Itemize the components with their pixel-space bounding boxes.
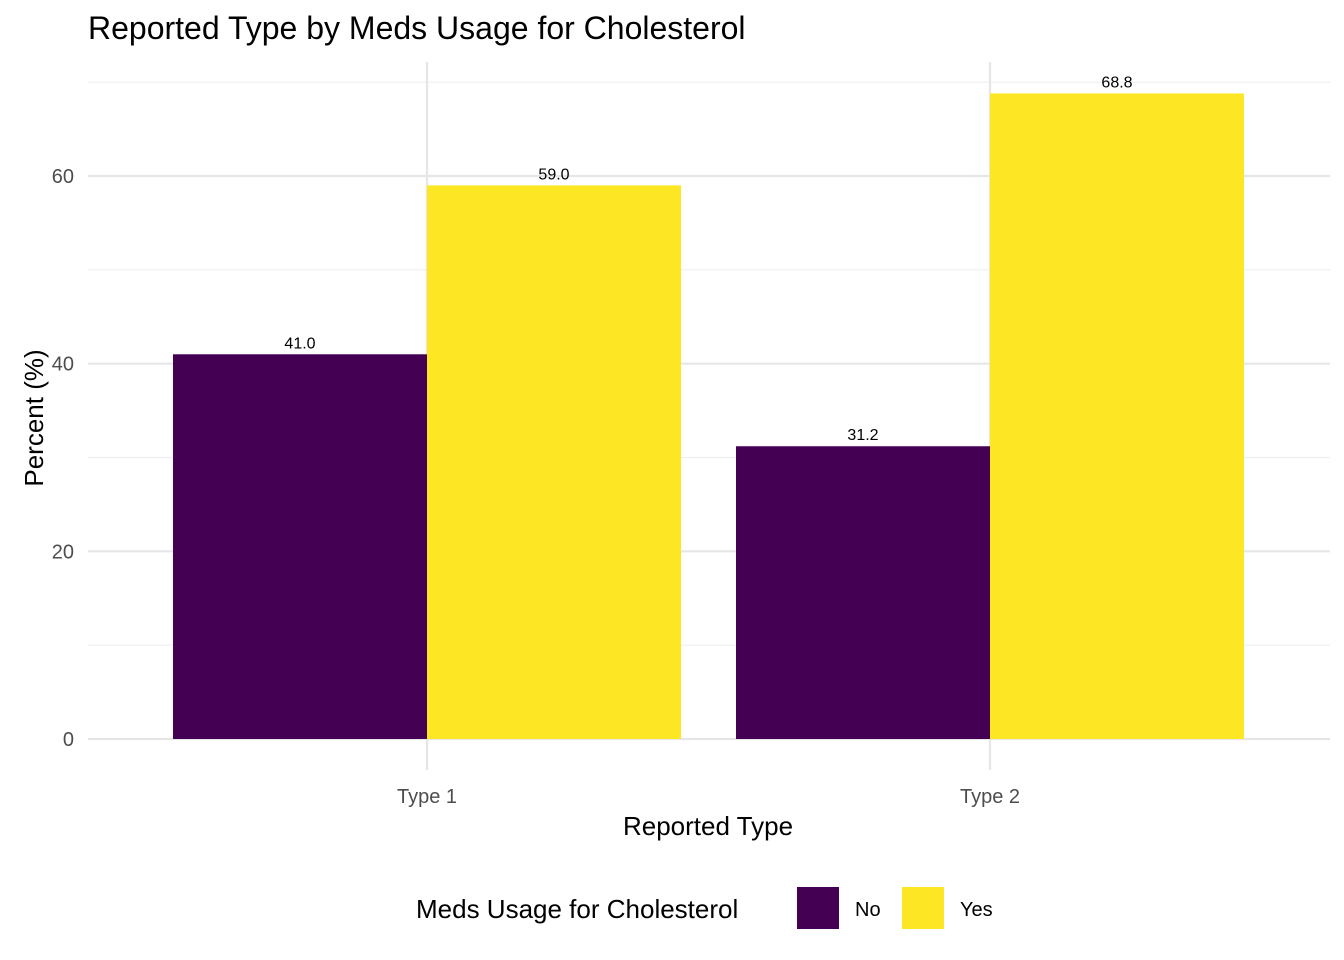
- y-axis-title: Percent (%): [19, 349, 49, 486]
- legend-swatch-no: [797, 887, 839, 929]
- legend-swatch-yes: [902, 887, 944, 929]
- y-axis-ticks: 0 20 40 60: [52, 166, 74, 751]
- chart-title: Reported Type by Meds Usage for Choleste…: [88, 10, 746, 46]
- y-tick-label: 60: [52, 166, 74, 188]
- y-tick-label: 40: [52, 354, 74, 376]
- bar-value-label: 59.0: [538, 166, 569, 183]
- x-axis-title: Reported Type: [623, 811, 793, 841]
- bars: [173, 93, 1244, 740]
- legend-label-yes: Yes: [960, 899, 993, 921]
- y-tick-label: 0: [63, 729, 74, 751]
- legend: Meds Usage for Cholesterol No Yes: [416, 887, 993, 929]
- bar-no-type-2: [736, 446, 990, 739]
- x-axis-ticks: Type 1 Type 2: [397, 786, 1020, 808]
- y-tick-label: 20: [52, 541, 74, 563]
- bar-labels: 41.0 59.0 31.2 68.8: [284, 74, 1132, 444]
- legend-title: Meds Usage for Cholesterol: [416, 894, 738, 924]
- legend-label-no: No: [855, 899, 881, 921]
- x-tick-label: Type 1: [397, 786, 457, 808]
- x-tick-label: Type 2: [960, 786, 1020, 808]
- bar-value-label: 68.8: [1101, 74, 1132, 91]
- legend-items: No Yes: [797, 887, 993, 929]
- bar-no-type-1: [173, 354, 427, 739]
- bar-value-label: 41.0: [284, 335, 315, 352]
- bar-yes-type-1: [427, 185, 681, 740]
- bar-yes-type-2: [990, 93, 1244, 740]
- bar-value-label: 31.2: [847, 427, 878, 444]
